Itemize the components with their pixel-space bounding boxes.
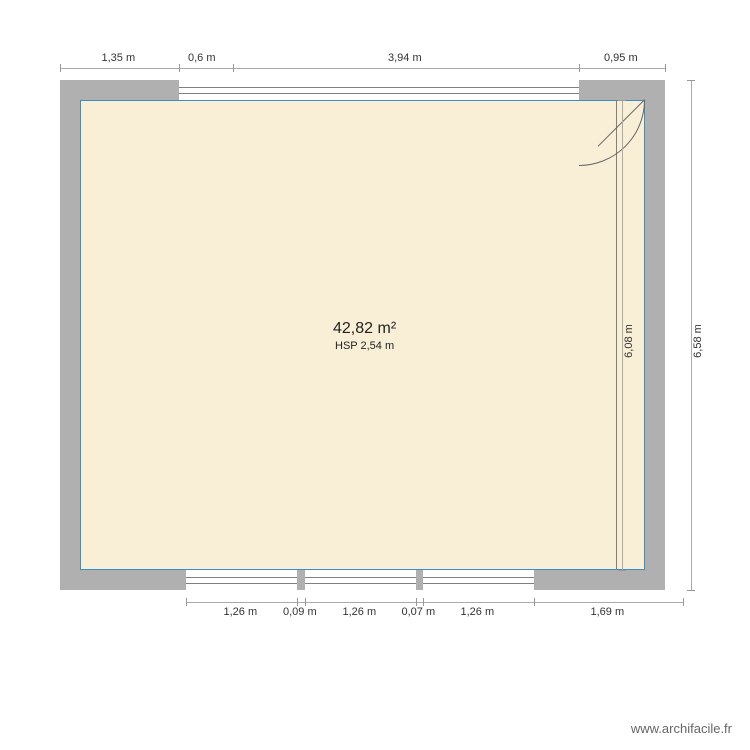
dim-top-0-label: 1,35 m	[102, 52, 136, 64]
dim-bottom-4-line	[423, 602, 534, 603]
top-opening-0	[179, 80, 233, 100]
floor-plan-canvas: 42,82 m² HSP 2,54 m 1,35 m 0,6 m 3,94 m 0,9…	[0, 0, 750, 750]
dim-bottom-3-line	[416, 602, 423, 603]
room-hsp-text: HSP 2,54 m	[333, 340, 396, 352]
dim-top-3-line	[579, 68, 665, 69]
inner-partition-line	[616, 100, 617, 570]
bottom-opening-0	[186, 570, 297, 590]
dim-bottom-2-line	[305, 602, 416, 603]
dim-bottom-5-line	[534, 602, 683, 603]
dim-bottom-2-label: 1,26 m	[343, 606, 377, 618]
room-label: 42,82 m² HSP 2,54 m	[333, 320, 396, 352]
top-opening-1	[233, 80, 579, 100]
bottom-opening-2	[423, 570, 534, 590]
dim-top-1-line	[179, 68, 233, 69]
watermark: www.archifacile.fr	[631, 721, 732, 736]
dim-bottom-0-line	[186, 602, 297, 603]
dim-top-0-line	[60, 68, 179, 69]
dim-top-1-label: 0,6 m	[188, 52, 216, 64]
bottom-opening-1	[305, 570, 416, 590]
dim-bottom-5-label: 1,69 m	[591, 606, 625, 618]
dim-top-2-label: 3,94 m	[388, 52, 422, 64]
dim-bottom-4-label: 1,26 m	[461, 606, 495, 618]
dim-right-inner-label: 6,08 m	[623, 324, 635, 358]
dim-bottom-0-label: 1,26 m	[224, 606, 258, 618]
room-area-text: 42,82 m²	[333, 320, 396, 338]
dim-bottom-1-label: 0,09 m	[283, 606, 317, 618]
wall-left	[60, 80, 80, 590]
dim-bottom-3-label: 0,07 m	[402, 606, 436, 618]
dim-right-outer-label: 6,58 m	[692, 324, 704, 358]
wall-right	[645, 80, 665, 590]
dim-top-3-label: 0,95 m	[604, 52, 638, 64]
dim-top-2-line	[233, 68, 579, 69]
dim-bottom-1-line	[297, 602, 305, 603]
